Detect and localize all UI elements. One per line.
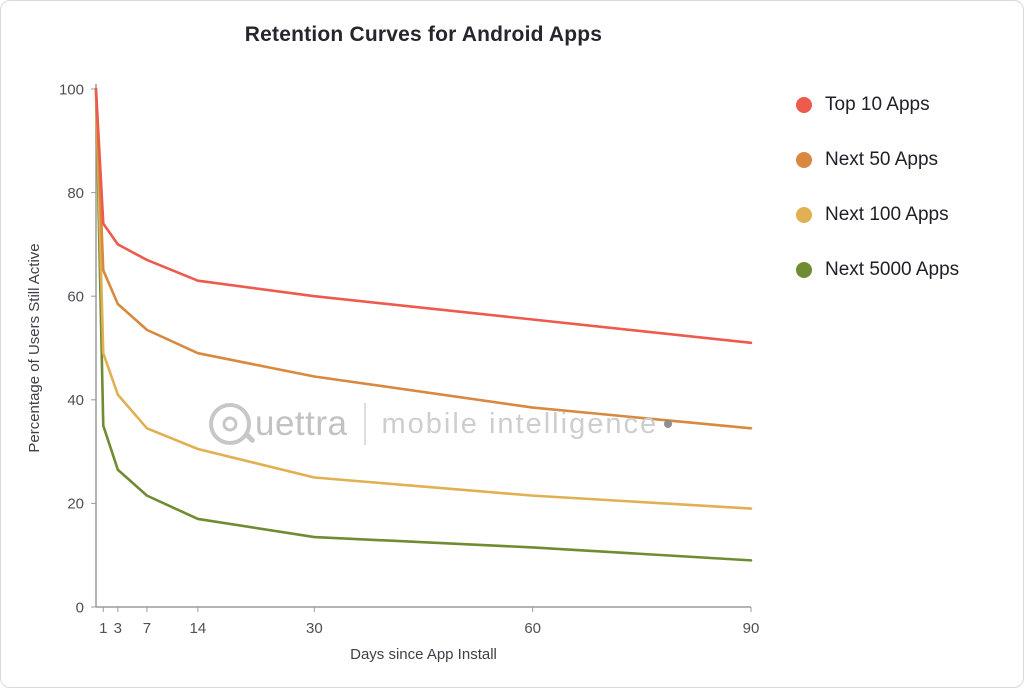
legend-item-next-5000-apps: Next 5000 Apps bbox=[796, 254, 959, 285]
y-tick-label: 60 bbox=[67, 288, 84, 305]
y-tick-label: 100 bbox=[59, 81, 84, 98]
legend-dot-icon bbox=[796, 96, 812, 113]
x-tick-label: 14 bbox=[190, 620, 207, 637]
quettra-logo-q-icon bbox=[209, 403, 251, 445]
legend-label: Top 10 Apps bbox=[825, 93, 930, 115]
y-tick-label: 20 bbox=[67, 496, 84, 513]
chart-title: Retention Curves for Android Apps bbox=[244, 23, 603, 46]
legend-label: Next 100 Apps bbox=[825, 203, 949, 225]
y-tick-label: 40 bbox=[67, 392, 84, 409]
watermark-tagline: mobile intelligence bbox=[381, 407, 659, 440]
watermark: uettra mobile intelligence . bbox=[209, 403, 673, 445]
y-tick-label: 0 bbox=[76, 599, 84, 616]
legend-dot-icon bbox=[796, 206, 812, 223]
x-tick-label: 3 bbox=[114, 620, 122, 637]
x-tick-label: 60 bbox=[524, 620, 541, 637]
legend-dot-icon bbox=[796, 151, 812, 168]
legend-dot-icon bbox=[796, 261, 812, 278]
legend-item-next-100-apps: Next 100 Apps bbox=[796, 199, 959, 230]
x-tick-label: 90 bbox=[743, 620, 760, 637]
watermark-period-dot: . bbox=[664, 420, 673, 428]
watermark-divider bbox=[363, 403, 366, 445]
legend-label: Next 50 Apps bbox=[825, 148, 939, 170]
watermark-brand-text: uettra bbox=[255, 404, 348, 443]
chart-legend: Top 10 Apps Next 50 Apps Next 100 Apps Next… bbox=[796, 89, 959, 285]
series-line-top-10-apps bbox=[94, 87, 753, 345]
x-axis-title: Days since App Install bbox=[350, 646, 497, 663]
x-tick-label: 7 bbox=[143, 620, 151, 637]
series-line-next-5000-apps bbox=[94, 87, 753, 562]
y-tick-label: 80 bbox=[67, 185, 84, 202]
x-tick-label: 1 bbox=[99, 620, 107, 637]
series-line-next-100-apps bbox=[94, 87, 753, 510]
legend-item-top-10-apps: Top 10 Apps bbox=[796, 89, 959, 120]
legend-item-next-50-apps: Next 50 Apps bbox=[796, 144, 959, 175]
y-axis-title: Percentage of Users Still Active bbox=[26, 243, 43, 452]
series-line-next-50-apps bbox=[94, 87, 753, 430]
legend-label: Next 5000 Apps bbox=[825, 258, 960, 280]
x-tick-label: 30 bbox=[306, 620, 323, 637]
